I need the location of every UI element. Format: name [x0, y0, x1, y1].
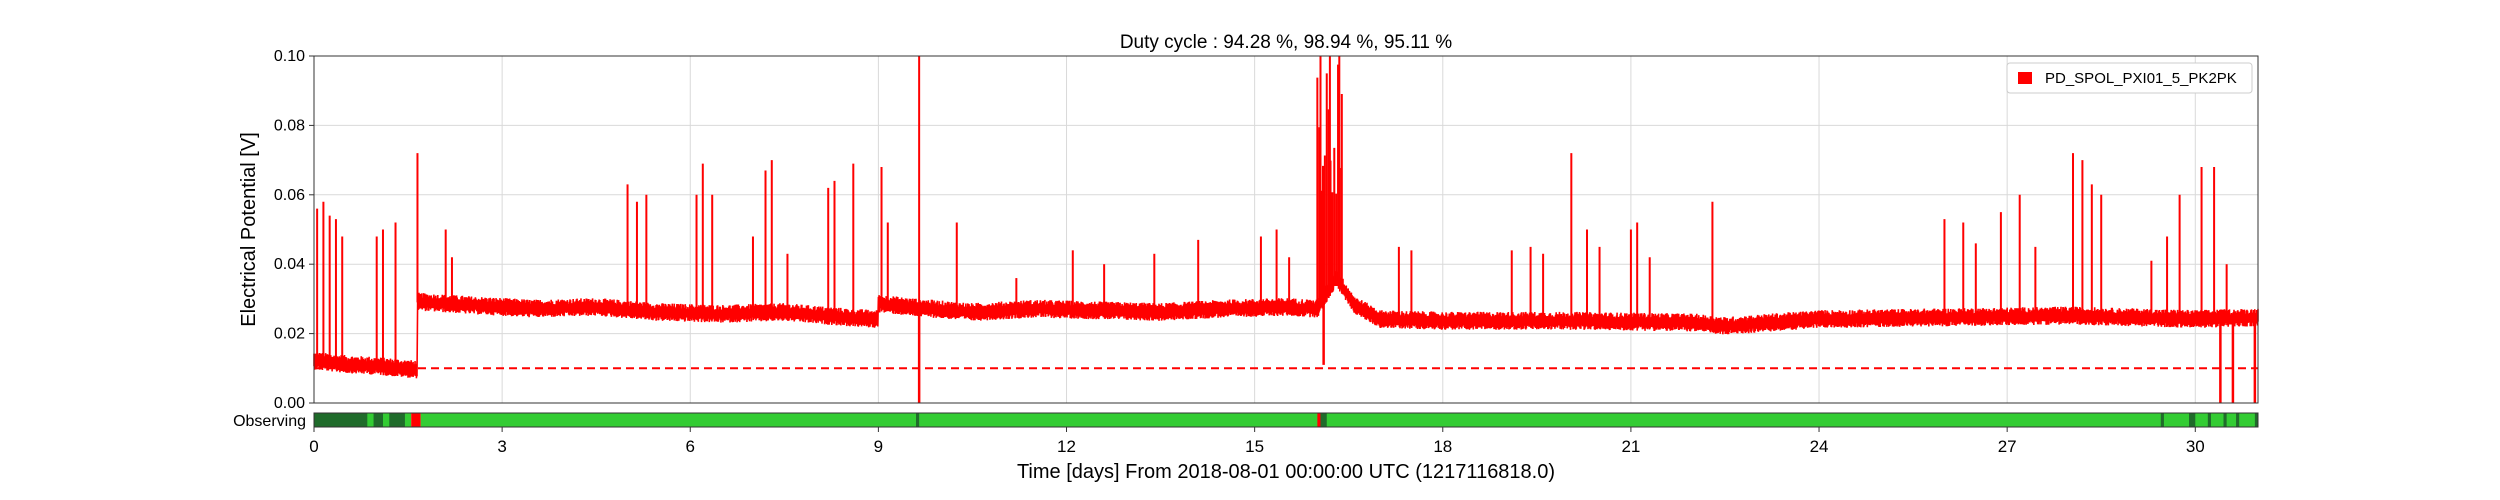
- legend-entry: PD_SPOL_PXI01_5_PK2PK: [2045, 70, 2237, 87]
- segment-off: [1320, 413, 1327, 427]
- x-tick-label: 27: [1998, 437, 2017, 456]
- segment-off: [2254, 413, 2258, 427]
- x-tick-label: 15: [1245, 437, 1264, 456]
- segment-off: [2223, 413, 2227, 427]
- segment-off: [916, 413, 920, 427]
- series-line: [313, 271, 2259, 379]
- legend-swatch: [2018, 72, 2032, 84]
- x-tick-label: 0: [309, 437, 318, 456]
- x-axis-label: Time [days] From 2018-08-01 00:00:00 UTC…: [1017, 461, 1555, 483]
- segment-off: [389, 413, 405, 427]
- y-tick-label: 0.04: [274, 256, 305, 273]
- y-tick-label: 0.10: [274, 48, 305, 65]
- x-tick-label: 12: [1057, 437, 1076, 456]
- x-tick-label: 9: [874, 437, 883, 456]
- segment-off: [2189, 413, 2196, 427]
- y-axis: 0.00 0.02 0.04 0.06 0.08 0.10: [274, 48, 314, 412]
- segment-off: [373, 413, 383, 427]
- legend: PD_SPOL_PXI01_5_PK2PK: [2006, 62, 2253, 94]
- observing-segments: [313, 412, 2259, 428]
- segment-flag: [1317, 413, 1321, 427]
- y-tick-label: 0.08: [274, 117, 305, 134]
- chart-title: Duty cycle : 94.28 %, 98.94 %, 95.11 %: [1120, 32, 1452, 53]
- y-tick-label: 0.00: [274, 395, 305, 412]
- x-tick-label: 21: [1621, 437, 1640, 456]
- x-tick-label: 30: [2186, 437, 2205, 456]
- y-tick-label: 0.02: [274, 326, 305, 343]
- segment-observing: [420, 413, 2258, 427]
- segment-label: Observing: [233, 413, 306, 430]
- y-axis-label: Electrical Potential [V]: [238, 132, 260, 327]
- segment-off: [2160, 413, 2164, 427]
- x-tick-label: 24: [1810, 437, 1829, 456]
- segment-off: [2207, 413, 2211, 427]
- y-tick-label: 0.06: [274, 187, 305, 204]
- segment-off: [2236, 413, 2240, 427]
- segment-frame: [313, 412, 2259, 428]
- x-tick-label: 3: [497, 437, 506, 456]
- x-tick-label: 18: [1433, 437, 1452, 456]
- grid: [313, 55, 2258, 404]
- x-tick-label: 6: [686, 437, 695, 456]
- plot-frame: [313, 55, 2259, 404]
- legend-box: [2006, 62, 2253, 94]
- segment-off: [314, 413, 368, 427]
- segment-flag: [411, 413, 421, 427]
- x-axis: 0 3 6 9 12 15 18 21 24 27 30: [309, 427, 2205, 456]
- series-layer: [313, 56, 2259, 403]
